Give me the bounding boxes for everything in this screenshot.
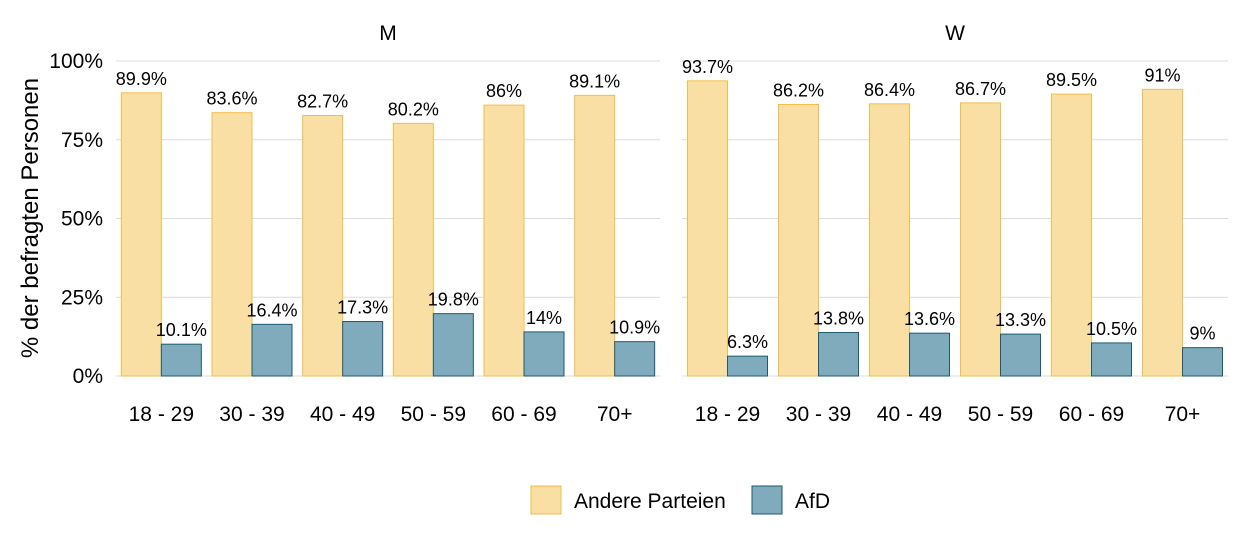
y-tick-label: 0%	[73, 365, 103, 388]
data-label: 9%	[1189, 324, 1215, 344]
data-label: 17.3%	[337, 298, 388, 318]
data-label: 82.7%	[297, 91, 348, 111]
bar-afd	[1091, 342, 1132, 377]
x-tick-label: 40 - 49	[877, 403, 942, 426]
data-label: 86%	[486, 81, 522, 101]
bar-afd	[1182, 347, 1223, 377]
x-tick-label: 18 - 29	[129, 403, 194, 426]
x-tick-label: 60 - 69	[1059, 403, 1124, 426]
bar-afd	[1000, 333, 1041, 377]
x-tick-label: 70+	[1165, 403, 1201, 426]
data-label: 86.7%	[955, 79, 1006, 99]
x-tick-label: 60 - 69	[491, 403, 556, 426]
bar-andere-parteien	[211, 112, 253, 377]
bar-afd	[727, 355, 768, 377]
bar-afd	[251, 323, 293, 377]
data-label: 10.9%	[609, 318, 660, 338]
data-label: 10.5%	[1086, 319, 1137, 339]
data-label: 93.7%	[682, 57, 733, 77]
bar-afd	[160, 343, 202, 377]
data-label: 13.3%	[995, 310, 1046, 330]
data-label: 13.6%	[904, 309, 955, 329]
bar-andere-parteien	[302, 114, 344, 377]
y-tick-label: 75%	[61, 129, 103, 152]
bar-andere-parteien	[778, 103, 819, 377]
bar-afd	[909, 332, 950, 377]
x-tick-label: 70+	[597, 403, 633, 426]
bar-afd	[818, 332, 859, 377]
bar-afd	[523, 331, 565, 377]
bar-andere-parteien	[120, 92, 162, 377]
bar-andere-parteien	[1142, 88, 1183, 377]
data-label: 89.1%	[569, 71, 620, 91]
data-label: 16.4%	[246, 300, 297, 320]
bar-afd	[614, 341, 656, 377]
bar-andere-parteien	[1051, 93, 1092, 377]
data-label: 86.4%	[864, 80, 915, 100]
data-label: 86.2%	[773, 80, 824, 100]
bar-afd	[342, 321, 384, 377]
bar-afd	[432, 313, 474, 377]
legend-swatch-andere-parteien	[530, 485, 562, 515]
x-tick-label: 50 - 59	[401, 403, 466, 426]
bar-andere-parteien	[574, 94, 616, 377]
y-tick-label: 50%	[61, 208, 103, 231]
data-label: 80.2%	[388, 99, 439, 119]
data-label: 89.9%	[116, 69, 167, 89]
panel-title: W	[945, 22, 965, 45]
bar-andere-parteien	[483, 104, 525, 377]
panel-title: M	[379, 22, 397, 45]
x-tick-label: 30 - 39	[786, 403, 851, 426]
data-label: 6.3%	[727, 332, 768, 352]
data-label: 10.1%	[156, 320, 207, 340]
bar-andere-parteien	[960, 102, 1001, 377]
data-label: 91%	[1144, 65, 1180, 85]
legend-label: Andere Parteien	[574, 490, 726, 513]
data-label: 89.5%	[1046, 70, 1097, 90]
data-label: 19.8%	[428, 290, 479, 310]
y-tick-label: 100%	[49, 50, 103, 73]
y-tick-label: 25%	[61, 286, 103, 309]
bar-andere-parteien	[392, 122, 434, 377]
legend-swatch-afd	[751, 485, 783, 515]
x-tick-label: 18 - 29	[695, 403, 760, 426]
legend-label: AfD	[795, 490, 830, 513]
x-tick-label: 30 - 39	[219, 403, 284, 426]
bar-andere-parteien	[869, 103, 910, 377]
x-tick-label: 40 - 49	[310, 403, 375, 426]
data-label: 14%	[526, 308, 562, 328]
data-label: 83.6%	[206, 89, 257, 109]
data-label: 13.8%	[813, 309, 864, 329]
bar-andere-parteien	[687, 80, 728, 377]
x-tick-label: 50 - 59	[968, 403, 1033, 426]
y-axis-label: % der befragten Personen	[17, 78, 44, 358]
